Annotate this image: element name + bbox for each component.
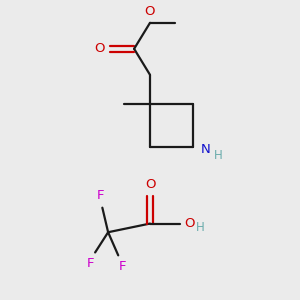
Text: F: F [97,190,105,202]
Text: F: F [87,257,94,270]
Text: O: O [145,178,155,191]
Text: O: O [145,4,155,18]
Text: O: O [94,42,104,55]
Text: N: N [200,143,210,156]
Text: H: H [214,148,223,162]
Text: O: O [184,217,194,230]
Text: H: H [196,220,205,233]
Text: F: F [119,260,126,273]
